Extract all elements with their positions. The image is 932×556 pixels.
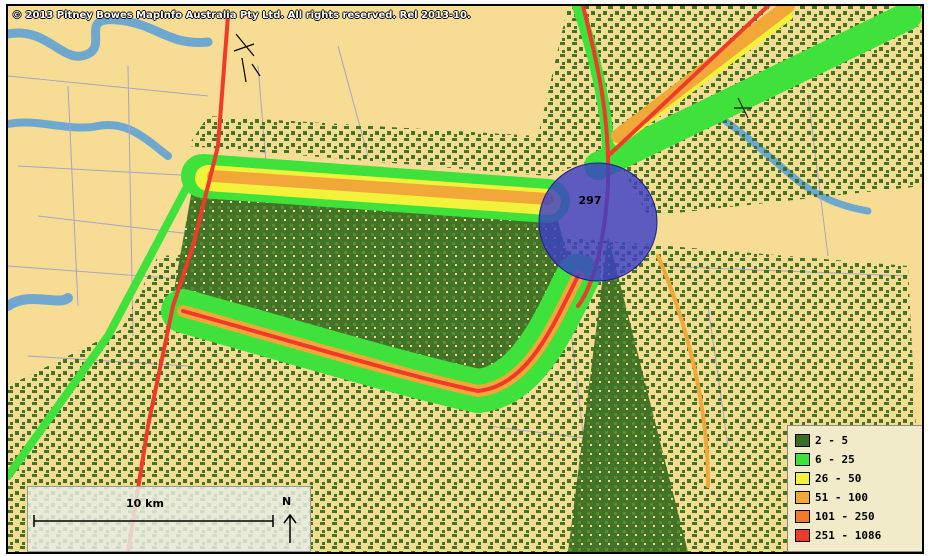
- site-circle-marker-icon[interactable]: 297: [538, 162, 658, 282]
- site-label: 297: [579, 194, 602, 207]
- legend-item: 101 - 250: [795, 508, 875, 524]
- scale-label: 10 km: [126, 497, 164, 510]
- north-label: N: [282, 495, 292, 508]
- legend: 2 - 5 6 - 25 26 - 50 51 - 100 101 - 250 …: [787, 425, 922, 552]
- legend-item: 51 - 100: [795, 489, 868, 505]
- copyright-text: © 2013 Pitney Bowes MapInfo Australia Pt…: [12, 10, 471, 21]
- map-canvas[interactable]: 297: [8, 6, 922, 552]
- legend-label: 101 - 250: [815, 509, 875, 523]
- legend-label: 26 - 50: [815, 471, 862, 485]
- legend-swatch: [795, 528, 810, 542]
- legend-label: 6 - 25: [815, 452, 855, 466]
- scale-bar: 10 km N: [27, 486, 311, 552]
- site-circle[interactable]: [538, 162, 658, 282]
- legend-swatch: [795, 433, 810, 447]
- airfield-marker-icon: [233, 33, 261, 83]
- legend-swatch: [795, 509, 810, 523]
- star-marker-icon: [734, 97, 752, 119]
- legend-label: 51 - 100: [815, 490, 868, 504]
- legend-label: 251 - 1086: [815, 528, 882, 542]
- legend-item: 26 - 50: [795, 470, 861, 486]
- legend-item: 6 - 25: [795, 451, 855, 467]
- legend-swatch: [795, 471, 810, 485]
- map-view[interactable]: 297 © 2013 Pitney Bowes MapInfo Australi…: [6, 4, 924, 554]
- legend-swatch: [795, 452, 810, 466]
- scale-ruler-icon: [33, 515, 274, 527]
- north-arrow-icon: [283, 513, 297, 543]
- legend-item: 2 - 5: [795, 432, 848, 448]
- legend-label: 2 - 5: [815, 433, 849, 447]
- legend-item: 251 - 1086: [795, 527, 881, 543]
- legend-swatch: [795, 490, 810, 504]
